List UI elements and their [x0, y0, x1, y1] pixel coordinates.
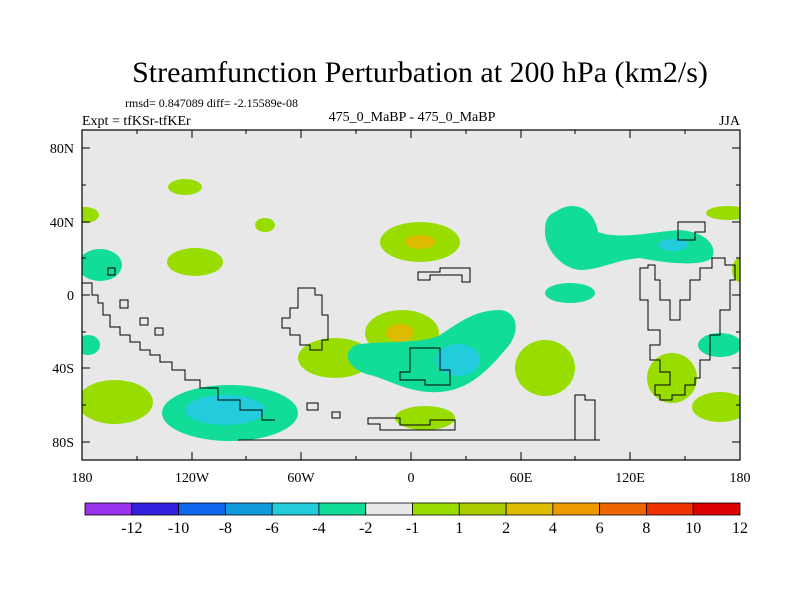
lat-label-40s: 40S	[52, 362, 74, 377]
anomaly-positive	[168, 179, 202, 195]
colorbar-label: -4	[312, 520, 325, 537]
coastline-island	[119, 299, 129, 309]
colorbar-swatch	[178, 502, 226, 516]
comparison-label: 475_0_MaBP - 475_0_MaBP	[329, 110, 496, 125]
colorbar-label: 12	[732, 520, 748, 537]
lon-label-0: 0	[408, 471, 415, 486]
colorbar-label: 8	[642, 520, 650, 537]
lat-label-80n: 80N	[50, 142, 74, 157]
anomaly-negative	[82, 335, 100, 355]
longitude-tick-marks	[81, 130, 686, 460]
anomaly-positive	[167, 248, 223, 276]
lon-label-120e: 120E	[615, 471, 645, 486]
lat-label-40n: 40N	[50, 216, 74, 231]
colorbar-swatch	[318, 502, 367, 516]
plot-title: Streamfunction Perturbation at 200 hPa (…	[132, 56, 708, 89]
anomaly-positive	[732, 258, 740, 282]
colorbar-swatch	[458, 502, 507, 516]
anomaly-positive	[395, 406, 455, 430]
coastline-island	[331, 411, 341, 419]
season-label: JJA	[719, 114, 741, 129]
coastline-landmass	[367, 417, 456, 431]
coastline-landmass	[574, 394, 596, 440]
map-panel: 80N 40N 0 40S 80S 180 120W 60W 0 60E	[50, 129, 751, 486]
colorbar-label: 6	[596, 520, 604, 537]
lon-label-60w: 60W	[287, 471, 315, 486]
lat-label-0: 0	[67, 289, 74, 304]
latitude-labels: 80N 40N 0 40S 80S	[50, 142, 74, 451]
lon-label-60e: 60E	[510, 471, 533, 486]
colorbar-swatch	[84, 502, 133, 516]
colorbar-label: -12	[121, 520, 142, 537]
anomaly-negative-strong	[658, 239, 688, 251]
anomaly-positive	[82, 207, 99, 223]
latitude-tick-marks	[82, 147, 740, 443]
anomaly-positive	[255, 218, 275, 232]
colorbar-label: -10	[168, 520, 189, 537]
colorbar-label: -6	[265, 520, 278, 537]
coastline-landmass	[417, 267, 471, 283]
coastline-landmass	[281, 287, 329, 351]
lon-label-120w: 120W	[175, 471, 210, 486]
colorbar-label: -1	[406, 520, 419, 537]
anomaly-negative	[545, 205, 714, 270]
anomaly-positive	[692, 392, 740, 422]
anomaly-negative-strong	[436, 344, 480, 376]
anomaly-negative	[82, 249, 122, 281]
colorbar-swatch	[131, 502, 179, 516]
colorbar-label: -8	[219, 520, 232, 537]
anomaly-positive-strong	[386, 324, 414, 342]
coastlines	[82, 221, 736, 441]
colorbar-swatch	[224, 502, 273, 516]
coastline-island	[139, 317, 149, 326]
colorbar-label: 2	[502, 520, 510, 537]
coastline-island	[107, 267, 116, 276]
anomaly-negative	[545, 283, 595, 303]
anomaly-positive	[515, 340, 575, 396]
experiment-label: Expt = tfKSr-tfKEr	[82, 114, 191, 129]
colorbar-swatch	[646, 502, 694, 516]
colorbar-swatch	[599, 502, 647, 516]
anomaly-positive	[706, 206, 740, 220]
colorbar	[84, 502, 741, 516]
anomaly-positive-strong	[405, 235, 435, 249]
colorbar-swatch	[505, 502, 554, 516]
coastline-landmass	[677, 221, 706, 241]
colorbar-labels: -12 -10 -8 -6 -4 -2 -1 1 2 4 6 8 10 12	[121, 520, 748, 537]
lat-label-80s: 80S	[52, 436, 74, 451]
lon-label-180w: 180	[72, 471, 93, 486]
longitude-labels: 180 120W 60W 0 60E 120E 180	[72, 471, 751, 486]
colorbar-swatch	[552, 502, 601, 516]
colorbar-label: -2	[359, 520, 372, 537]
colorbar-swatch	[412, 502, 460, 516]
anomaly-negative	[698, 333, 740, 357]
anomaly-negative-strong	[185, 395, 265, 425]
colorbar-label: 10	[685, 520, 701, 537]
colorbar-swatch	[365, 502, 413, 516]
colorbar-swatch	[692, 502, 741, 516]
colorbar-swatch	[271, 502, 320, 516]
colorbar-label: 4	[549, 520, 557, 537]
anomaly-positive	[82, 380, 153, 424]
coastline-island	[306, 402, 319, 411]
lon-label-180e: 180	[730, 471, 751, 486]
coastline-landmass	[639, 257, 736, 401]
coastline-landmass	[399, 347, 451, 386]
colorbar-label: 1	[455, 520, 463, 537]
coastline-island	[154, 327, 164, 336]
stats-label: rmsd= 0.847089 diff= -2.15589e-08	[125, 96, 298, 110]
coastline-americas	[82, 282, 275, 421]
anomaly-negative	[347, 310, 516, 393]
